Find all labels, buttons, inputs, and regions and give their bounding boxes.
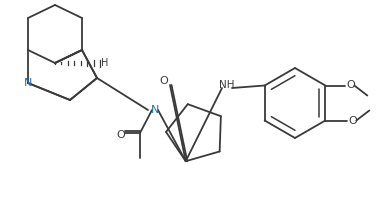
Text: O: O: [346, 81, 355, 90]
Text: O: O: [159, 76, 168, 86]
Text: NH: NH: [219, 80, 235, 90]
Text: N: N: [151, 105, 159, 115]
Text: O: O: [117, 130, 125, 140]
Text: O: O: [348, 115, 357, 125]
Text: H: H: [101, 58, 109, 68]
Text: N: N: [24, 78, 32, 88]
